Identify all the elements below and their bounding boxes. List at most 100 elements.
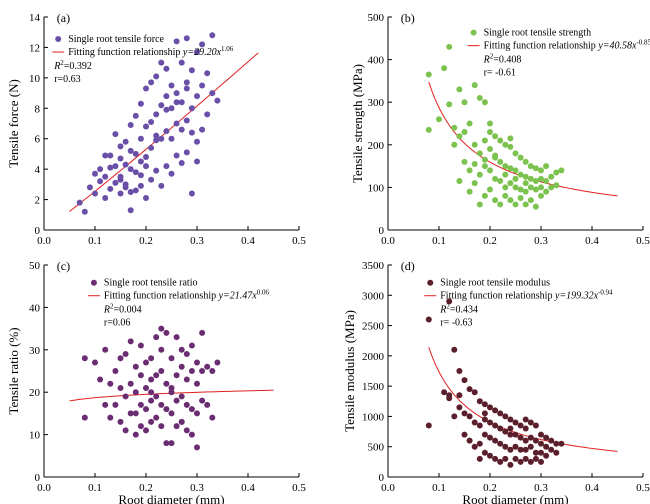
scatter-point (102, 195, 109, 202)
x-tick-label: 0.5 (636, 235, 650, 247)
scatter-point (153, 334, 160, 341)
scatter-point (507, 165, 514, 172)
scatter-point (158, 368, 165, 374)
scatter-point (527, 443, 534, 450)
scatter-point (148, 79, 155, 86)
scatter-point (507, 180, 514, 187)
scatter-point (538, 192, 544, 199)
scatter-point (543, 163, 550, 170)
scatter-point (471, 141, 478, 148)
scatter-point (446, 392, 453, 399)
scatter-point (466, 188, 473, 195)
scatter-point (188, 129, 195, 136)
scatter-point (153, 167, 160, 174)
r-squared-exponent: 2 (490, 53, 494, 61)
scatter-point (81, 414, 88, 421)
scatter-point (143, 123, 149, 130)
scatter-point (548, 184, 555, 191)
scatter-point (471, 389, 478, 396)
scatter-point (183, 117, 190, 124)
scatter-point (492, 175, 499, 182)
scatter-point (127, 147, 134, 154)
scatter-point (507, 446, 514, 453)
y-tick-label: 500 (368, 442, 385, 454)
scatter-point (522, 455, 529, 462)
scatter-point (497, 158, 504, 165)
scatter-point (173, 38, 180, 45)
legend-fit-label: Fitting function relationship y=21.47x0.… (104, 289, 270, 302)
scatter-point (522, 425, 529, 432)
y-tick-label: 3500 (362, 260, 385, 272)
scatter-point (199, 329, 206, 336)
legend-series-label: Single root tensile modulus (440, 278, 550, 289)
scatter-point (456, 392, 463, 399)
scatter-point (194, 359, 200, 366)
scatter-point (522, 158, 529, 165)
scatter-point (502, 163, 509, 170)
scatter-point (446, 43, 453, 50)
scatter-point (137, 423, 144, 430)
scatter-point (148, 397, 155, 404)
scatter-point (527, 458, 534, 465)
scatter-point (163, 440, 170, 447)
scatter-point (481, 192, 488, 199)
scatter-point (209, 414, 216, 421)
scatter-point (476, 201, 483, 208)
y-tick-label: 30 (29, 345, 41, 357)
scatter-point (102, 152, 109, 159)
scatter-point (425, 316, 432, 323)
scatter-point (204, 70, 211, 77)
scatter-point (122, 138, 129, 145)
scatter-point (522, 416, 529, 423)
scatter-point (137, 342, 144, 349)
scatter-point (183, 79, 190, 86)
scatter-point (517, 171, 524, 178)
scatter-point (112, 179, 119, 186)
scatter-point (456, 368, 463, 374)
y-tick-label: 2000 (362, 351, 385, 363)
scatter-point (451, 413, 458, 420)
scatter-point (512, 201, 519, 208)
scatter-point (137, 172, 144, 179)
scatter-point (461, 377, 468, 384)
scatter-point (425, 422, 432, 429)
scatter-point (492, 197, 499, 204)
scatter-point (173, 397, 180, 404)
scatter-point (507, 197, 514, 204)
y-tick-label: 8 (35, 103, 41, 115)
scatter-point (512, 419, 519, 426)
scatter-point (143, 85, 149, 92)
scatter-point (441, 389, 448, 396)
scatter-point (436, 116, 442, 123)
scatter-point (178, 59, 185, 66)
y-axis-title: Tensile modulus (MPa) (342, 310, 357, 432)
scatter-point (168, 170, 175, 177)
y-tick-label: 12 (29, 42, 40, 54)
scatter-point (158, 182, 165, 189)
scatter-point (117, 190, 124, 197)
scatter-point (204, 111, 211, 118)
y-axis-title: Tensile force (N) (6, 79, 21, 168)
scatter-point (522, 180, 529, 187)
scatter-point (168, 105, 175, 112)
scatter-point (163, 406, 170, 413)
x-tick-label: 0.2 (139, 482, 153, 494)
x-tick-label: 0.3 (534, 235, 548, 247)
scatter-point (158, 401, 165, 408)
scatter-point (178, 418, 185, 425)
scatter-point (512, 431, 519, 438)
scatter-point (481, 163, 488, 170)
scatter-point (538, 175, 544, 182)
scatter-point (517, 186, 524, 193)
scatter-point (553, 449, 560, 456)
scatter-point (127, 207, 134, 214)
scatter-point (476, 440, 483, 447)
scatter-point (199, 126, 206, 133)
legend-series-label: Single root tensile strength (484, 28, 591, 39)
scatter-point (92, 359, 98, 366)
chart-panel-c: 0.0 0.1 0.2 0.3 0.4 0.5 0 10 20 30 40 50 Tensile rat… (6, 259, 306, 504)
scatter-point (209, 90, 216, 97)
scatter-point (122, 393, 129, 400)
scatter-point (183, 85, 190, 92)
scatter-point (112, 368, 119, 374)
